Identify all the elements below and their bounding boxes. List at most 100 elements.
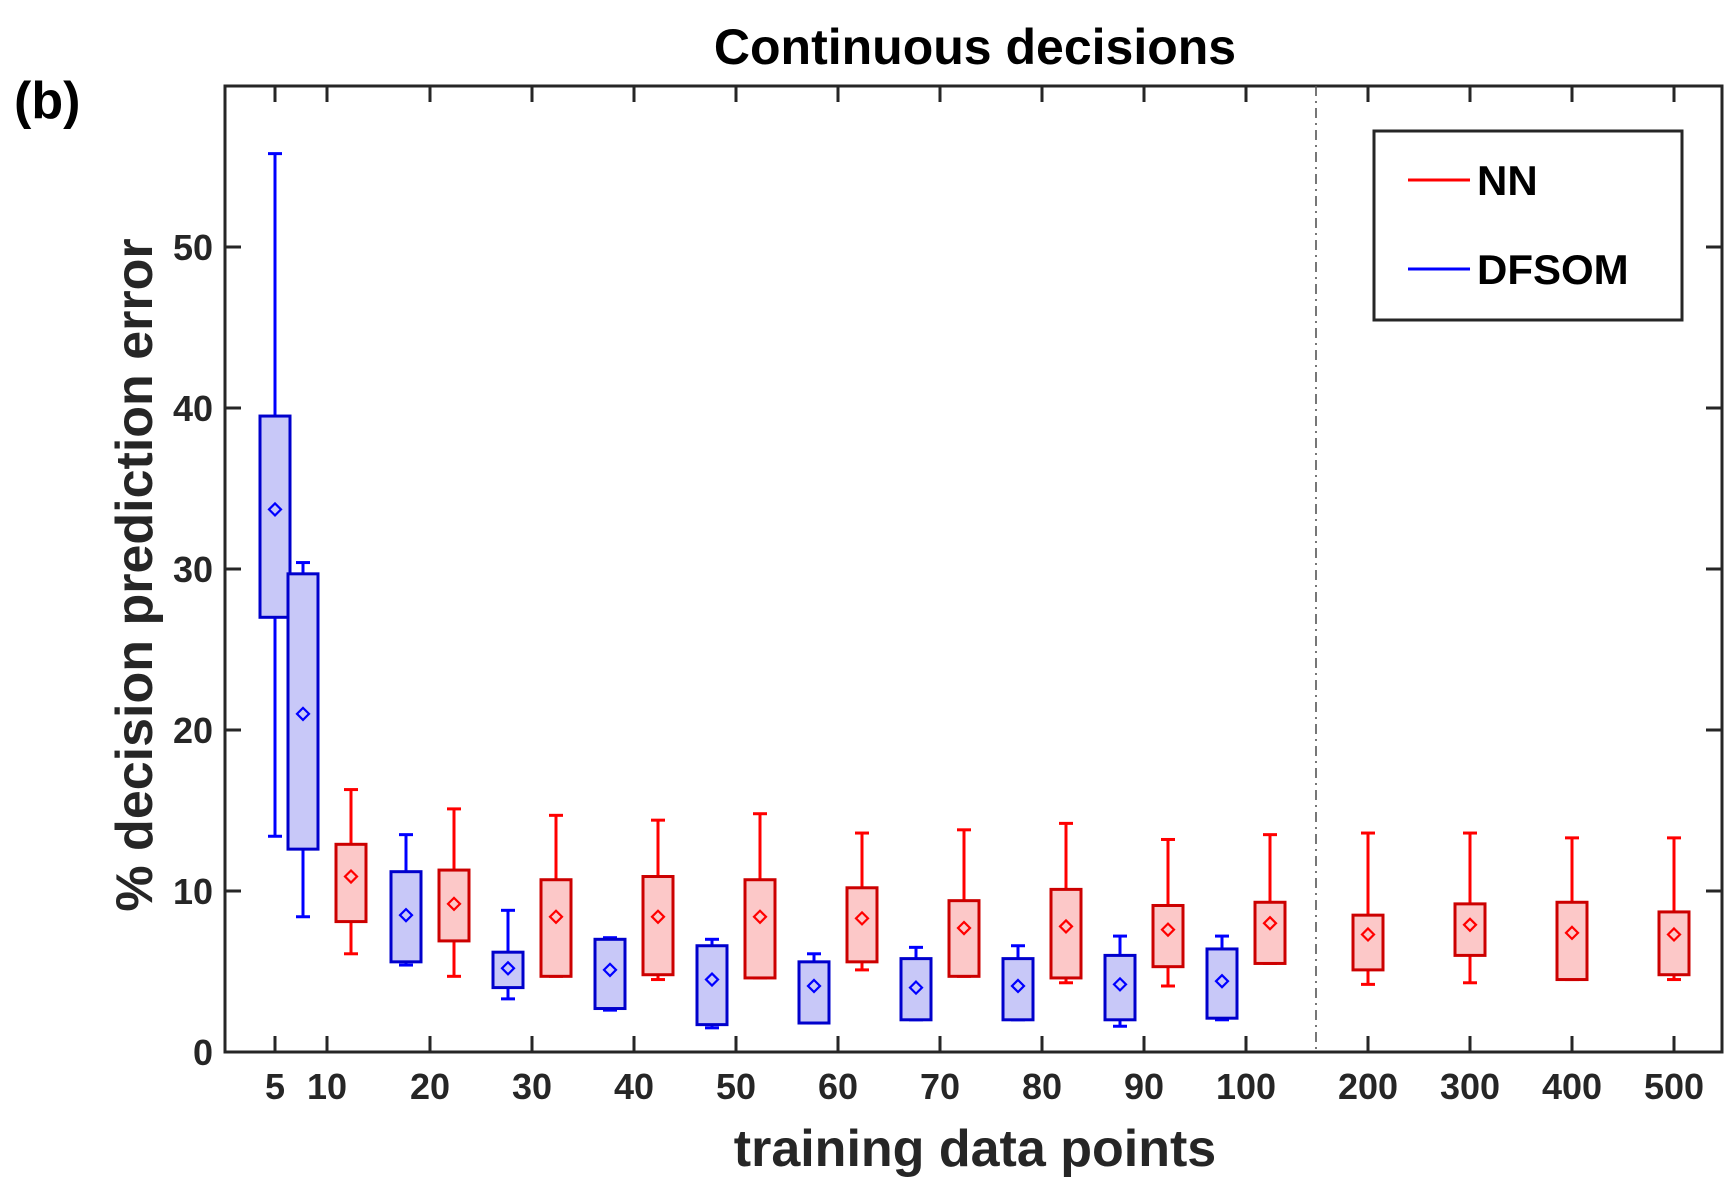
x-tick-label: 5 bbox=[265, 1066, 285, 1107]
panel-label: (b) bbox=[14, 72, 80, 130]
nn-box bbox=[539, 813, 573, 978]
mean-marker bbox=[398, 907, 414, 923]
legend: NN DFSOM bbox=[1372, 129, 1684, 322]
x-tick-label: 80 bbox=[1022, 1066, 1062, 1107]
mean-marker bbox=[1214, 973, 1230, 989]
mean-marker bbox=[956, 920, 972, 936]
x-tick-label: 90 bbox=[1124, 1066, 1164, 1107]
mean-marker bbox=[602, 962, 618, 978]
y-tick-label: 30 bbox=[173, 549, 213, 590]
chart-title: Continuous decisions bbox=[714, 19, 1236, 75]
y-tick-label: 40 bbox=[173, 388, 213, 429]
box-iqr bbox=[1657, 910, 1691, 977]
mean-marker bbox=[1564, 925, 1580, 941]
dfsom-box bbox=[797, 952, 831, 1025]
x-tick-label: 200 bbox=[1338, 1066, 1398, 1107]
box-iqr bbox=[641, 875, 675, 977]
mean-marker bbox=[752, 909, 768, 925]
dfsom-box bbox=[695, 937, 729, 1030]
dfsom-box bbox=[899, 945, 933, 1022]
dfsom-box bbox=[593, 936, 627, 1012]
nn-box bbox=[845, 831, 879, 972]
x-tick-label: 400 bbox=[1542, 1066, 1602, 1107]
dfsom-box bbox=[1103, 934, 1137, 1028]
mean-marker bbox=[1666, 926, 1682, 943]
nn-box bbox=[334, 788, 368, 956]
mean-marker bbox=[650, 909, 666, 925]
legend-label-dfsom: DFSOM bbox=[1477, 246, 1629, 293]
x-tick-label: 50 bbox=[716, 1066, 756, 1107]
y-tick-label: 10 bbox=[173, 871, 213, 912]
legend-label-nn: NN bbox=[1477, 157, 1538, 204]
box-iqr bbox=[1555, 900, 1589, 982]
box-iqr bbox=[1001, 957, 1035, 1022]
x-axis-label: training data points bbox=[734, 1120, 1216, 1178]
box-iqr bbox=[1049, 887, 1083, 980]
dfsom-box bbox=[389, 833, 423, 967]
box-iqr bbox=[1103, 953, 1137, 1022]
box-iqr bbox=[947, 899, 981, 978]
y-tick-label: 50 bbox=[173, 227, 213, 268]
y-tick-label: 0 bbox=[193, 1032, 213, 1073]
box-iqr bbox=[539, 878, 573, 978]
legend-box bbox=[1372, 129, 1684, 322]
mean-marker bbox=[1360, 926, 1376, 943]
x-tick-label: 10 bbox=[307, 1066, 347, 1107]
box-iqr bbox=[1253, 900, 1287, 965]
nn-box bbox=[743, 812, 777, 980]
mean-marker bbox=[1058, 918, 1074, 934]
box-iqr bbox=[286, 572, 320, 851]
mean-marker bbox=[343, 868, 359, 885]
nn-box bbox=[1151, 837, 1185, 988]
nn-box bbox=[1351, 831, 1385, 986]
box-iqr bbox=[845, 886, 879, 964]
mean-marker bbox=[446, 896, 462, 912]
box-iqr bbox=[437, 868, 471, 943]
x-tick-label: 60 bbox=[818, 1066, 858, 1107]
x-tick-label: 300 bbox=[1440, 1066, 1500, 1107]
nn-box bbox=[641, 818, 675, 982]
mean-marker bbox=[908, 980, 924, 996]
dfsom-box bbox=[1001, 944, 1035, 1022]
plot-area: 0 10 20 30 40 50 5 10 20 30 40 50 60 70 80 90 100 200 300 4… bbox=[173, 84, 1724, 1107]
nn-box bbox=[1453, 831, 1487, 985]
nn-box bbox=[437, 807, 471, 978]
mean-marker bbox=[1112, 976, 1128, 992]
mean-marker bbox=[806, 978, 822, 994]
x-tick-label: 100 bbox=[1216, 1066, 1276, 1107]
dfsom-box bbox=[258, 152, 292, 838]
x-tick-label: 30 bbox=[512, 1066, 552, 1107]
nn-box bbox=[947, 828, 981, 978]
mean-marker bbox=[1160, 922, 1176, 938]
box-iqr bbox=[1151, 903, 1185, 969]
dfsom-box bbox=[286, 561, 320, 919]
box-iqr bbox=[899, 957, 933, 1022]
x-tick-label: 20 bbox=[410, 1066, 450, 1107]
x-tick-label: 70 bbox=[920, 1066, 960, 1107]
mean-marker bbox=[295, 706, 311, 722]
nn-box bbox=[1657, 836, 1691, 982]
mean-marker bbox=[704, 971, 720, 988]
mean-marker bbox=[1462, 917, 1478, 933]
x-tick-label: 500 bbox=[1644, 1066, 1704, 1107]
dfsom-box bbox=[1205, 934, 1239, 1022]
nn-box bbox=[1049, 821, 1083, 985]
box-iqr bbox=[389, 870, 423, 964]
nn-box bbox=[1253, 833, 1287, 965]
mean-marker bbox=[267, 501, 283, 517]
y-tick-label: 20 bbox=[173, 710, 213, 751]
x-tick-label: 40 bbox=[614, 1066, 654, 1107]
box-iqr bbox=[491, 950, 525, 990]
nn-box bbox=[1555, 836, 1589, 982]
mean-marker bbox=[500, 960, 516, 976]
mean-marker bbox=[854, 910, 870, 926]
box-iqr bbox=[1205, 947, 1239, 1020]
box-iqr bbox=[743, 878, 777, 980]
box-iqr bbox=[593, 937, 627, 1011]
mean-marker bbox=[548, 909, 564, 925]
y-axis-label: % decision prediction error bbox=[106, 238, 164, 911]
mean-marker bbox=[1262, 915, 1278, 931]
box-iqr bbox=[1351, 913, 1385, 972]
mean-marker bbox=[1010, 978, 1026, 994]
